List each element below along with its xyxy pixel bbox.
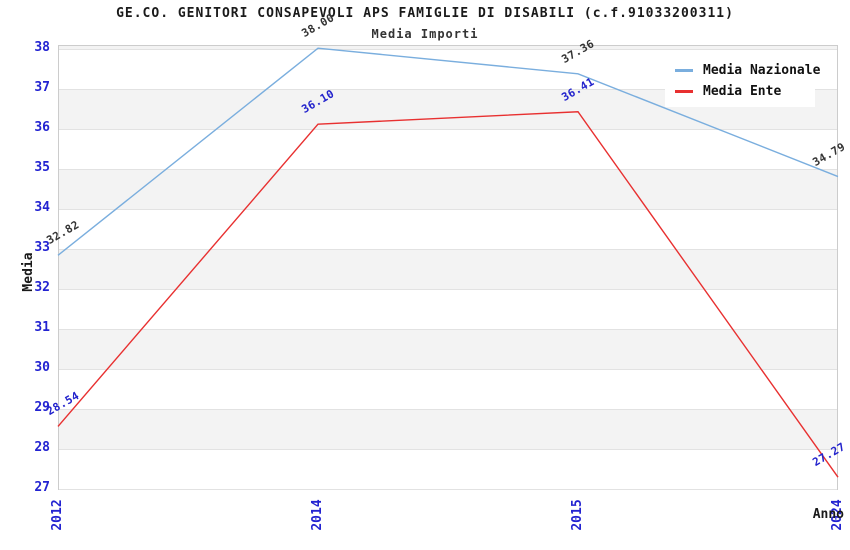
gridline	[59, 329, 837, 331]
chart-subtitle: Media Importi	[371, 27, 479, 41]
gridline	[59, 449, 837, 451]
y-axis-title: Media	[21, 252, 36, 292]
y-tick-label: 30	[34, 360, 50, 376]
gridline	[59, 289, 837, 291]
grid-band	[59, 169, 837, 210]
gridline	[59, 169, 837, 171]
y-tick-label: 33	[34, 240, 50, 256]
gridline	[59, 129, 837, 131]
y-tick-label: 36	[34, 120, 50, 136]
x-tick-label: 2012	[50, 499, 65, 531]
gridline	[59, 409, 837, 411]
legend-swatch-nazionale-icon	[675, 69, 693, 72]
y-tick-label: 31	[34, 320, 50, 336]
y-tick-label: 34	[34, 200, 50, 216]
x-tick-label: 2014	[310, 499, 325, 531]
x-tick-label: 2015	[570, 499, 585, 531]
y-tick-label: 32	[34, 280, 50, 296]
legend-swatch-ente-icon	[675, 90, 693, 93]
legend-item-media-ente: Media Ente	[671, 81, 809, 102]
gridline	[59, 49, 837, 51]
legend: Media Nazionale Media Ente	[665, 55, 820, 107]
y-tick-label: 35	[34, 160, 50, 176]
legend-label: Media Nazionale	[703, 63, 821, 78]
y-tick-label: 27	[34, 480, 50, 495]
legend-label: Media Ente	[703, 84, 782, 99]
grid-band	[59, 409, 837, 449]
grid-band	[59, 249, 837, 290]
plot-area	[58, 45, 838, 490]
grid-band	[59, 329, 837, 370]
y-tick-label: 37	[34, 80, 50, 96]
legend-item-media-nazionale: Media Nazionale	[671, 60, 820, 81]
y-tick-label: 29	[34, 400, 50, 416]
gridline	[59, 209, 837, 211]
y-tick-label: 28	[34, 440, 50, 456]
gridline	[59, 369, 837, 371]
x-axis-title: Anno	[812, 507, 844, 522]
gridline	[59, 489, 837, 490]
chart-title: GE.CO. GENITORI CONSAPEVOLI APS FAMIGLIE…	[116, 6, 734, 21]
y-tick-label: 38	[34, 40, 50, 56]
gridline	[59, 249, 837, 251]
